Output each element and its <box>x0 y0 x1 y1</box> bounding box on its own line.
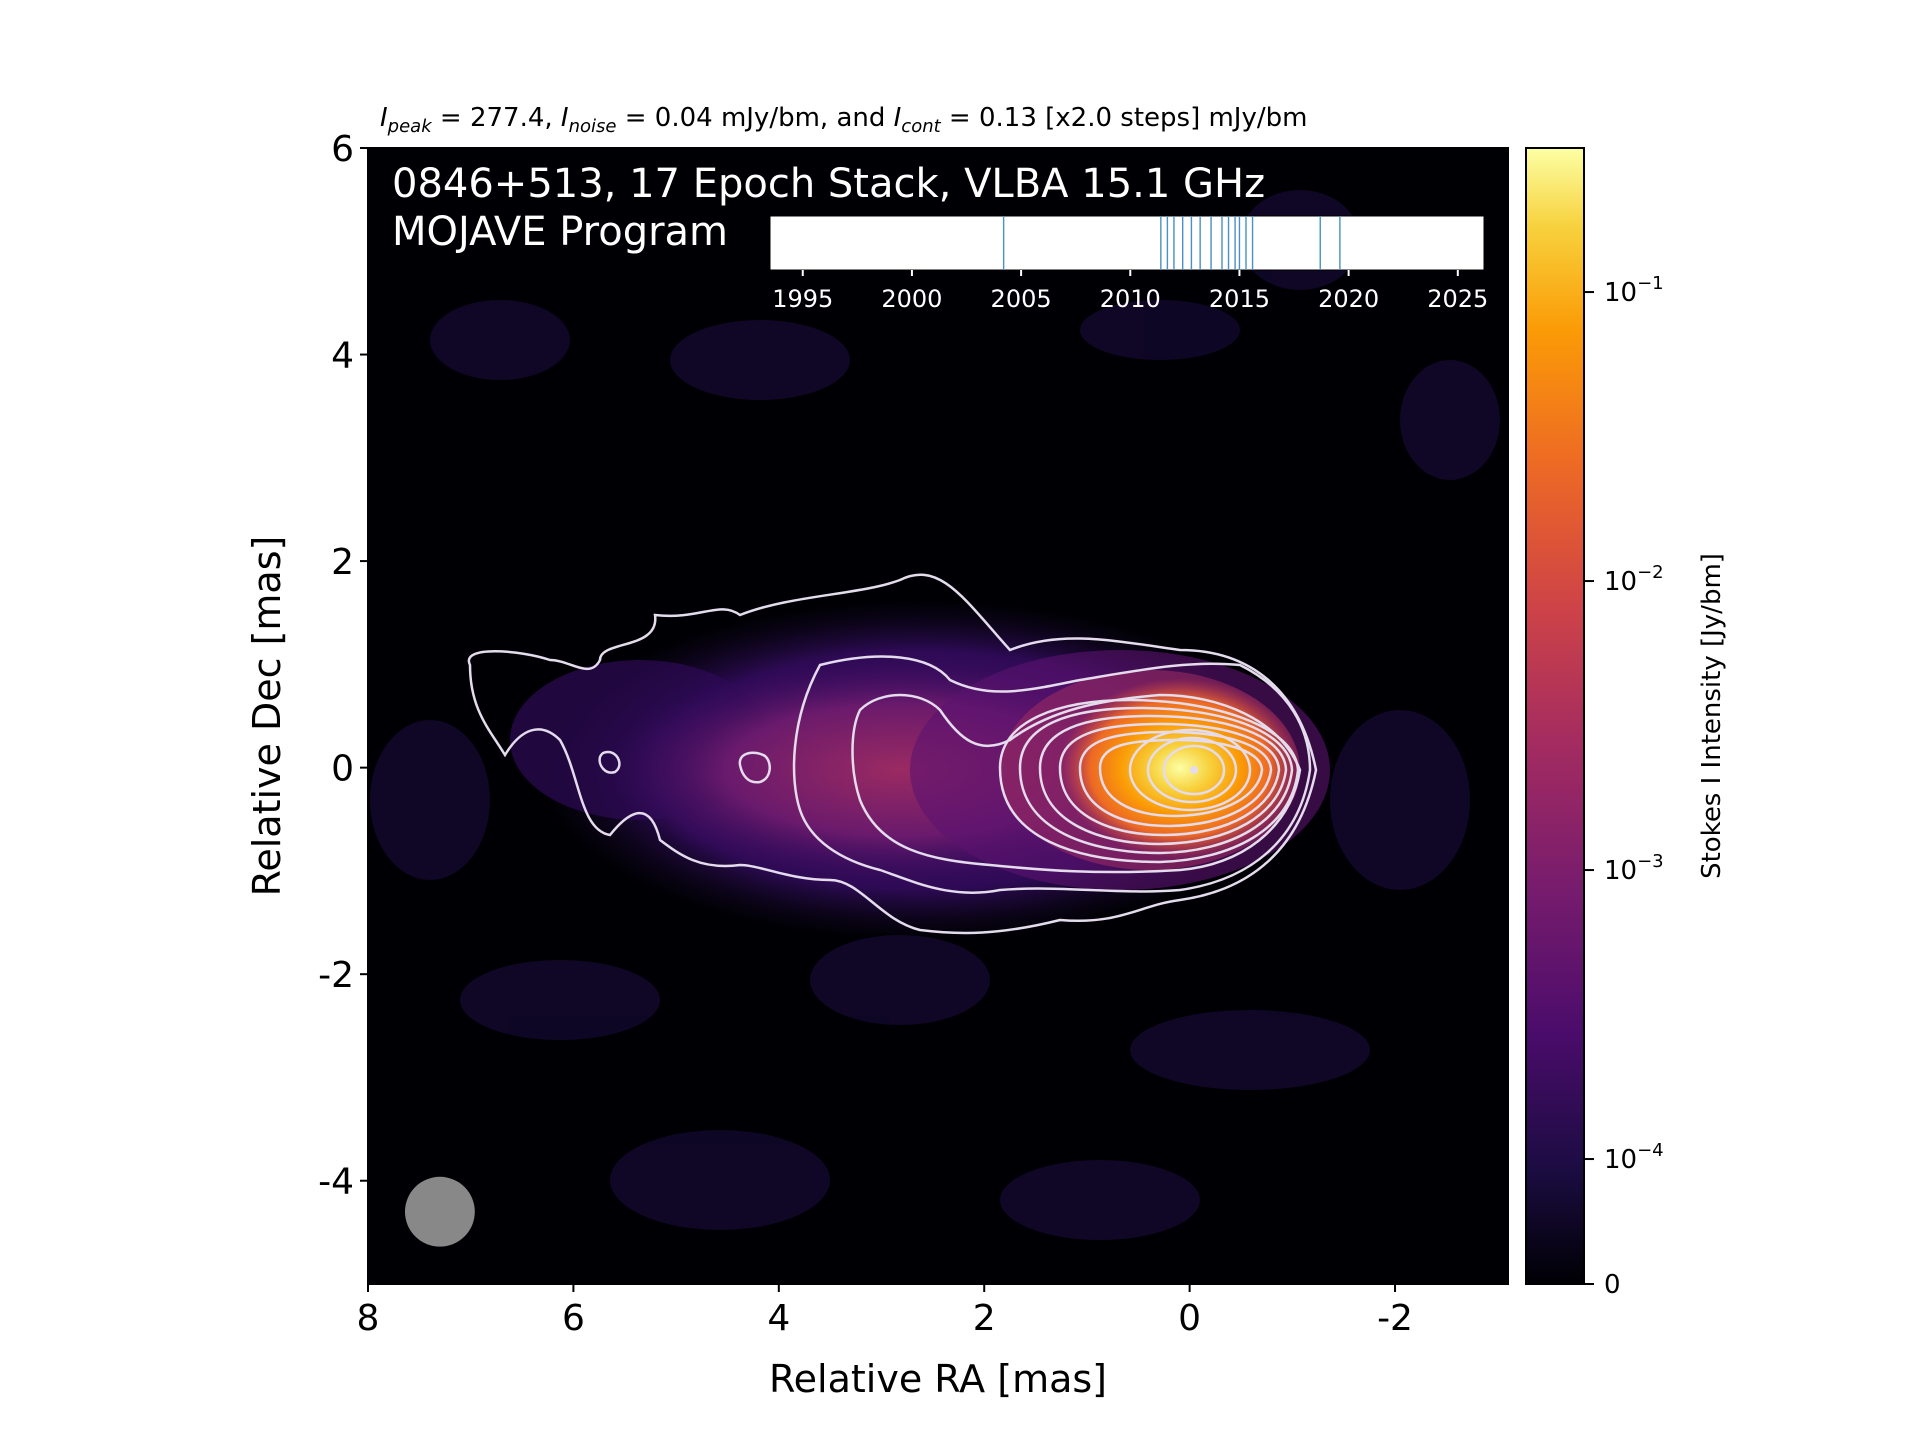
contour-level-5 <box>1018 706 1294 855</box>
y-axis-label: Relative Dec [mas] <box>245 536 289 897</box>
contour-island-1 <box>738 751 771 784</box>
timeline-ticks: 1995 2000 2005 2010 2015 2020 2025 <box>772 270 1488 313</box>
x-tick-label: 8 <box>357 1298 380 1339</box>
contour-level-7 <box>1058 722 1281 837</box>
colorbar-tick-label: 10−1 <box>1604 273 1664 308</box>
timeline-tick-label: 2000 <box>881 285 942 313</box>
timeline-tick-label: 2020 <box>1318 285 1379 313</box>
colorbar: 10−1 10−2 10−3 10−4 0 Stokes I Intensity [Jy… <box>1525 147 1727 1300</box>
x-tick-label: 4 <box>767 1298 790 1339</box>
y-tick-label: 2 <box>331 542 354 583</box>
timeline-box <box>769 215 1485 271</box>
y-tick-label: 6 <box>331 129 354 170</box>
contour-level-9 <box>1098 738 1264 818</box>
image-panel: 0846+513, 17 Epoch Stack, VLBA 15.1 GHz … <box>367 147 1509 1285</box>
y-axis: 6 4 2 0 -2 -4 <box>318 129 368 1203</box>
y-tick-label: 4 <box>331 336 354 377</box>
colorbar-tick-label: 10−2 <box>1604 562 1664 597</box>
contour-level-6 <box>1038 714 1288 846</box>
colorbar-tick-label: 10−3 <box>1604 851 1664 886</box>
contour-level-10 <box>1128 728 1252 812</box>
timeline-tick-label: 2025 <box>1427 285 1488 313</box>
chart-subtitle: MOJAVE Program <box>392 209 728 255</box>
colorbar-gradient <box>1525 147 1585 1285</box>
timeline-tick-label: 2010 <box>1100 285 1161 313</box>
contour-level-2 <box>792 655 1312 894</box>
contour-level-12 <box>1162 744 1226 796</box>
colorbar-tick-label: 10−4 <box>1604 1140 1664 1175</box>
colorbar-tick-label: 0 <box>1604 1270 1621 1300</box>
colorbar-label: Stokes I Intensity [Jy/bm] <box>1697 553 1727 879</box>
y-tick-label: 0 <box>331 749 354 790</box>
timeline-tick-label: 2015 <box>1209 285 1270 313</box>
epoch-lines <box>1002 216 1341 270</box>
contours <box>467 573 1318 935</box>
x-tick-label: -2 <box>1377 1298 1413 1339</box>
noise-patches <box>370 190 1500 1240</box>
emission-map <box>370 190 1500 1247</box>
contour-level-4 <box>998 698 1300 864</box>
y-tick-label: -4 <box>318 1162 354 1203</box>
beam-ellipse <box>404 1176 475 1247</box>
colorbar-ticks: 10−1 10−2 10−3 10−4 0 <box>1584 273 1664 1300</box>
header-stats: Ipeak = 277.4, Inoise = 0.04 mJy/bm, and… <box>380 103 1307 137</box>
contour-level-8 <box>1078 730 1273 828</box>
timeline-tick-label: 2005 <box>991 285 1052 313</box>
image-frame <box>367 147 1509 1285</box>
x-tick-label: 6 <box>562 1298 585 1339</box>
peak-marker <box>1190 766 1198 774</box>
contour-island-2 <box>598 750 621 774</box>
epoch-timeline: 1995 2000 2005 2010 2015 2020 2025 <box>769 215 1488 313</box>
x-tick-label: 2 <box>973 1298 996 1339</box>
x-axis: 8 6 4 2 0 -2 <box>357 1284 1413 1339</box>
timeline-tick-label: 1995 <box>772 285 833 313</box>
contour-level-3 <box>851 693 1302 874</box>
contour-level-11 <box>1146 736 1238 804</box>
chart-title: 0846+513, 17 Epoch Stack, VLBA 15.1 GHz <box>392 161 1265 207</box>
y-tick-label: -2 <box>318 955 354 996</box>
x-axis-label: Relative RA [mas] <box>769 1357 1107 1401</box>
contour-level-1 <box>467 573 1318 935</box>
x-tick-label: 0 <box>1178 1298 1201 1339</box>
